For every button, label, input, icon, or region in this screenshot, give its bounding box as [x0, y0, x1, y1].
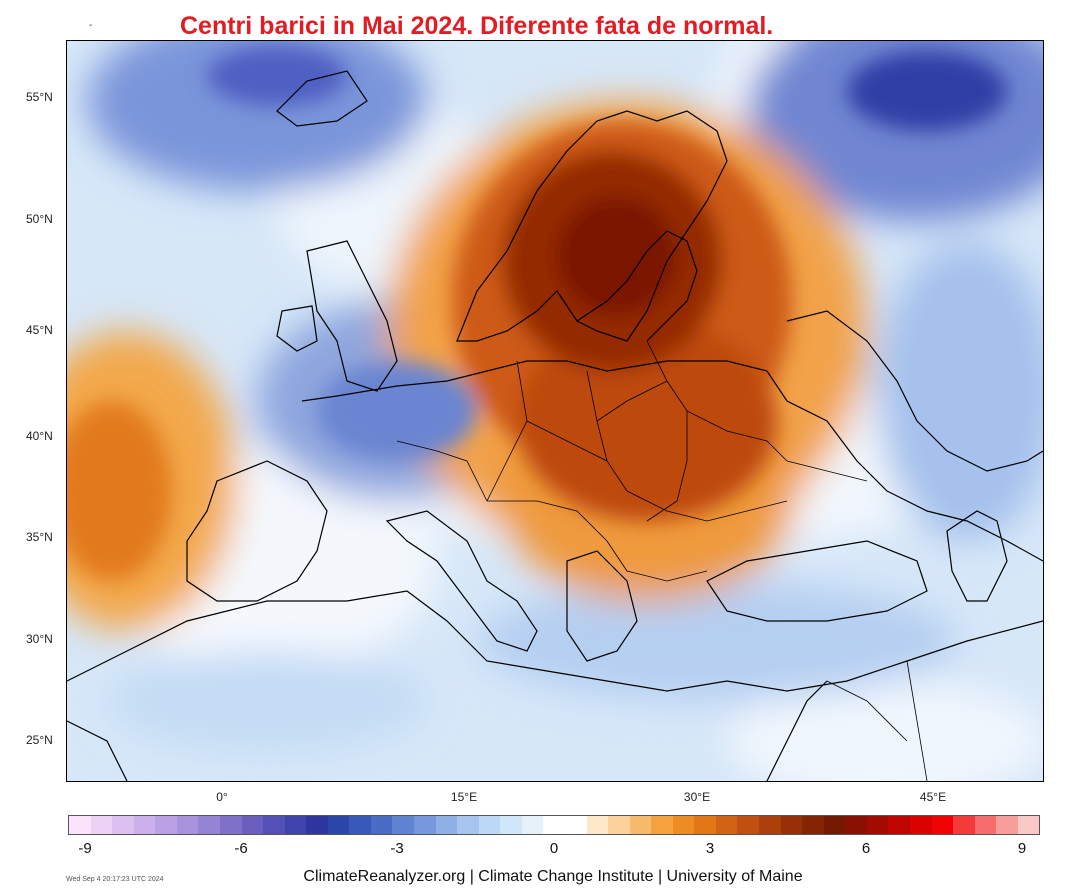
- colorbar-swatch: [953, 816, 975, 834]
- colorbar-tick-0: 0: [549, 840, 559, 857]
- colorbar-swatch: [715, 816, 738, 834]
- colorbar-swatch: [284, 816, 307, 834]
- colorbar-swatch: [176, 816, 199, 834]
- credit-line: ClimateReanalyzer.org | Climate Change I…: [303, 868, 803, 885]
- colorbar-swatch: [90, 816, 113, 834]
- colorbar-tick-minus9: -9: [78, 840, 92, 857]
- colorbar-swatch: [219, 816, 242, 834]
- colorbar-swatch: [909, 816, 932, 834]
- colorbar-swatch: [780, 816, 803, 834]
- lon-label-15e: 15°E: [450, 790, 478, 804]
- colorbar-tick-9: 9: [1017, 840, 1027, 857]
- colorbar-swatch: [845, 816, 867, 834]
- render-timestamp: Wed Sep 4 20:17:23 UTC 2024: [66, 876, 164, 883]
- colorbar-swatch: [802, 816, 824, 834]
- colorbar-swatch: [370, 816, 393, 834]
- lon-label-30e: 30°E: [683, 790, 711, 804]
- lat-label-25n: 25°N: [26, 733, 53, 747]
- country-borders: [396, 340, 928, 781]
- lat-label-30n: 30°N: [26, 632, 53, 646]
- colorbar-swatch: [672, 816, 695, 834]
- lon-label-45e: 45°E: [919, 790, 947, 804]
- colorbar-swatch: [521, 816, 544, 834]
- lat-label-35n: 35°N: [26, 530, 53, 544]
- colorbar-swatch: [737, 816, 759, 834]
- colorbar-swatch: [866, 816, 889, 834]
- lat-label-55n: 55°N: [26, 90, 53, 104]
- anomaly-field: [67, 41, 1043, 781]
- colorbar-swatch: [694, 816, 716, 834]
- coastlines: [67, 70, 1043, 781]
- colorbar-swatch: [478, 816, 501, 834]
- colorbar-tick-3: 3: [705, 840, 715, 857]
- colorbar-swatch: [759, 816, 781, 834]
- colorbar-swatch: [974, 816, 997, 834]
- colorbar-swatch: [457, 816, 479, 834]
- colorbar-swatch: [543, 816, 565, 834]
- colorbar-swatch: [931, 816, 954, 834]
- colorbar-swatch: [629, 816, 652, 834]
- colorbar-swatch: [392, 816, 414, 834]
- corner-tick: -: [89, 20, 93, 31]
- colorbar-swatch: [133, 816, 156, 834]
- colorbar-swatch: [327, 816, 350, 834]
- colorbar-swatch: [112, 816, 134, 834]
- colorbar-swatch: [823, 816, 846, 834]
- colorbar-swatch: [996, 816, 1018, 834]
- colorbar-swatch: [349, 816, 371, 834]
- colorbar-swatch: [155, 816, 177, 834]
- colorbar-swatch: [586, 816, 609, 834]
- colorbar-swatch: [69, 816, 91, 834]
- lat-label-50n: 50°N: [26, 212, 53, 226]
- colorbar: [68, 815, 1040, 835]
- colorbar-swatch: [564, 816, 587, 834]
- anomaly-map[interactable]: [66, 40, 1044, 782]
- colorbar-swatch: [608, 816, 630, 834]
- lon-label-0: 0°: [216, 790, 228, 804]
- colorbar-swatch: [888, 816, 910, 834]
- colorbar-swatch: [500, 816, 522, 834]
- colorbar-swatch: [414, 816, 436, 834]
- colorbar-swatch: [651, 816, 673, 834]
- colorbar-tick-6: 6: [861, 840, 871, 857]
- colorbar-swatch: [263, 816, 285, 834]
- colorbar-swatch: [435, 816, 458, 834]
- lat-label-40n: 40°N: [26, 429, 53, 443]
- colorbar-swatch: [241, 816, 264, 834]
- colorbar-swatch: [306, 816, 328, 834]
- map-title: Centri barici in Mai 2024. Diferente fat…: [180, 12, 774, 40]
- colorbar-tick-minus3: -3: [390, 840, 404, 857]
- colorbar-tick-minus6: -6: [234, 840, 248, 857]
- lat-label-45n: 45°N: [26, 323, 53, 337]
- colorbar-swatch: [1017, 816, 1040, 834]
- colorbar-swatch: [198, 816, 220, 834]
